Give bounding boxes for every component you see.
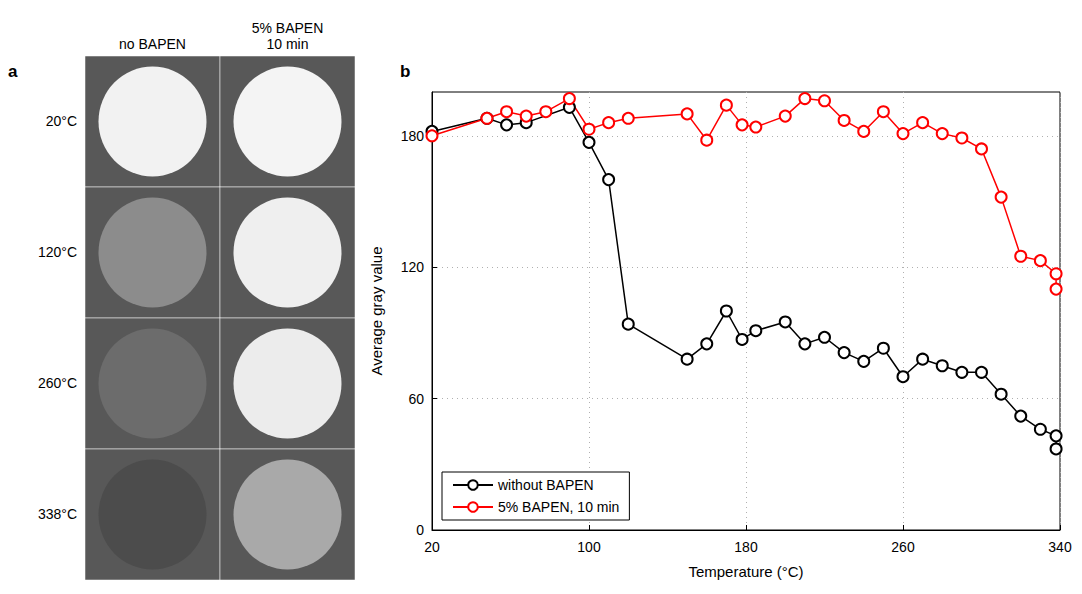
html-text:20°C: 20°C <box>45 112 77 129</box>
html-text:a: a <box>8 62 18 81</box>
html-text:no BAPEN: no BAPEN <box>119 36 186 52</box>
svg-text:Temperature (°C): Temperature (°C) <box>688 563 803 580</box>
svg-text:180: 180 <box>734 539 758 555</box>
svg-text:340: 340 <box>1048 539 1072 555</box>
svg-text:5% BAPEN, 10 min: 5% BAPEN, 10 min <box>498 499 619 515</box>
html-text:260°C: 260°C <box>37 374 77 391</box>
html-text:120°C: 120°C <box>37 243 77 260</box>
svg-text:20: 20 <box>424 539 440 555</box>
svg-text:without BAPEN: without BAPEN <box>497 477 594 493</box>
html-text:338°C: 338°C <box>37 505 77 522</box>
svg-text:260: 260 <box>891 539 915 555</box>
svg-text:180: 180 <box>401 128 425 144</box>
svg-text:Average gray value: Average gray value <box>368 247 385 376</box>
svg-text:100: 100 <box>577 539 601 555</box>
svg-text:120: 120 <box>401 259 425 275</box>
html-text:b: b <box>400 62 411 81</box>
svg-text:0: 0 <box>416 522 424 538</box>
svg-text:60: 60 <box>408 391 424 407</box>
html-text:5% BAPEN 10 min: 5% BAPEN 10 min <box>251 20 324 52</box>
